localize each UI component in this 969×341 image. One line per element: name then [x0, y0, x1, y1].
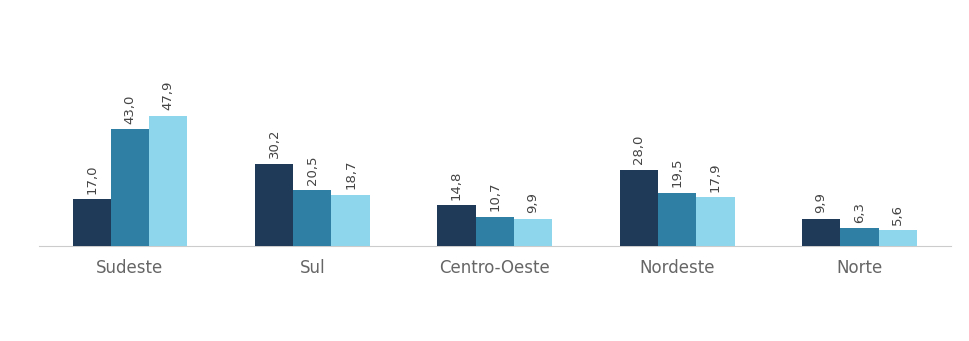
Bar — [801, 219, 839, 246]
Bar — [839, 228, 878, 246]
Bar — [255, 164, 293, 246]
Text: 6,3: 6,3 — [852, 202, 865, 223]
Text: 20,5: 20,5 — [305, 155, 319, 184]
Bar — [437, 205, 475, 246]
Bar — [475, 217, 514, 246]
Text: 47,9: 47,9 — [162, 81, 174, 110]
Text: 10,7: 10,7 — [487, 182, 501, 211]
Text: 43,0: 43,0 — [123, 94, 137, 124]
Text: 14,8: 14,8 — [450, 170, 462, 200]
Text: 5,6: 5,6 — [891, 204, 903, 225]
Text: 30,2: 30,2 — [267, 129, 280, 158]
Text: 17,9: 17,9 — [708, 162, 721, 192]
Text: 9,9: 9,9 — [814, 192, 827, 213]
Bar — [619, 170, 657, 246]
Text: 9,9: 9,9 — [526, 192, 539, 213]
Bar — [657, 193, 696, 246]
Bar — [331, 195, 369, 246]
Text: 28,0: 28,0 — [632, 135, 644, 164]
Bar — [149, 116, 187, 246]
Text: 19,5: 19,5 — [670, 158, 683, 187]
Bar — [696, 197, 734, 246]
Bar — [293, 190, 331, 246]
Legend: Pública, Total, Privada: Pública, Total, Privada — [311, 337, 677, 341]
Bar — [110, 129, 149, 246]
Text: 17,0: 17,0 — [85, 165, 98, 194]
Bar — [878, 231, 916, 246]
Bar — [73, 199, 110, 246]
Text: 18,7: 18,7 — [344, 160, 357, 190]
Bar — [514, 219, 551, 246]
